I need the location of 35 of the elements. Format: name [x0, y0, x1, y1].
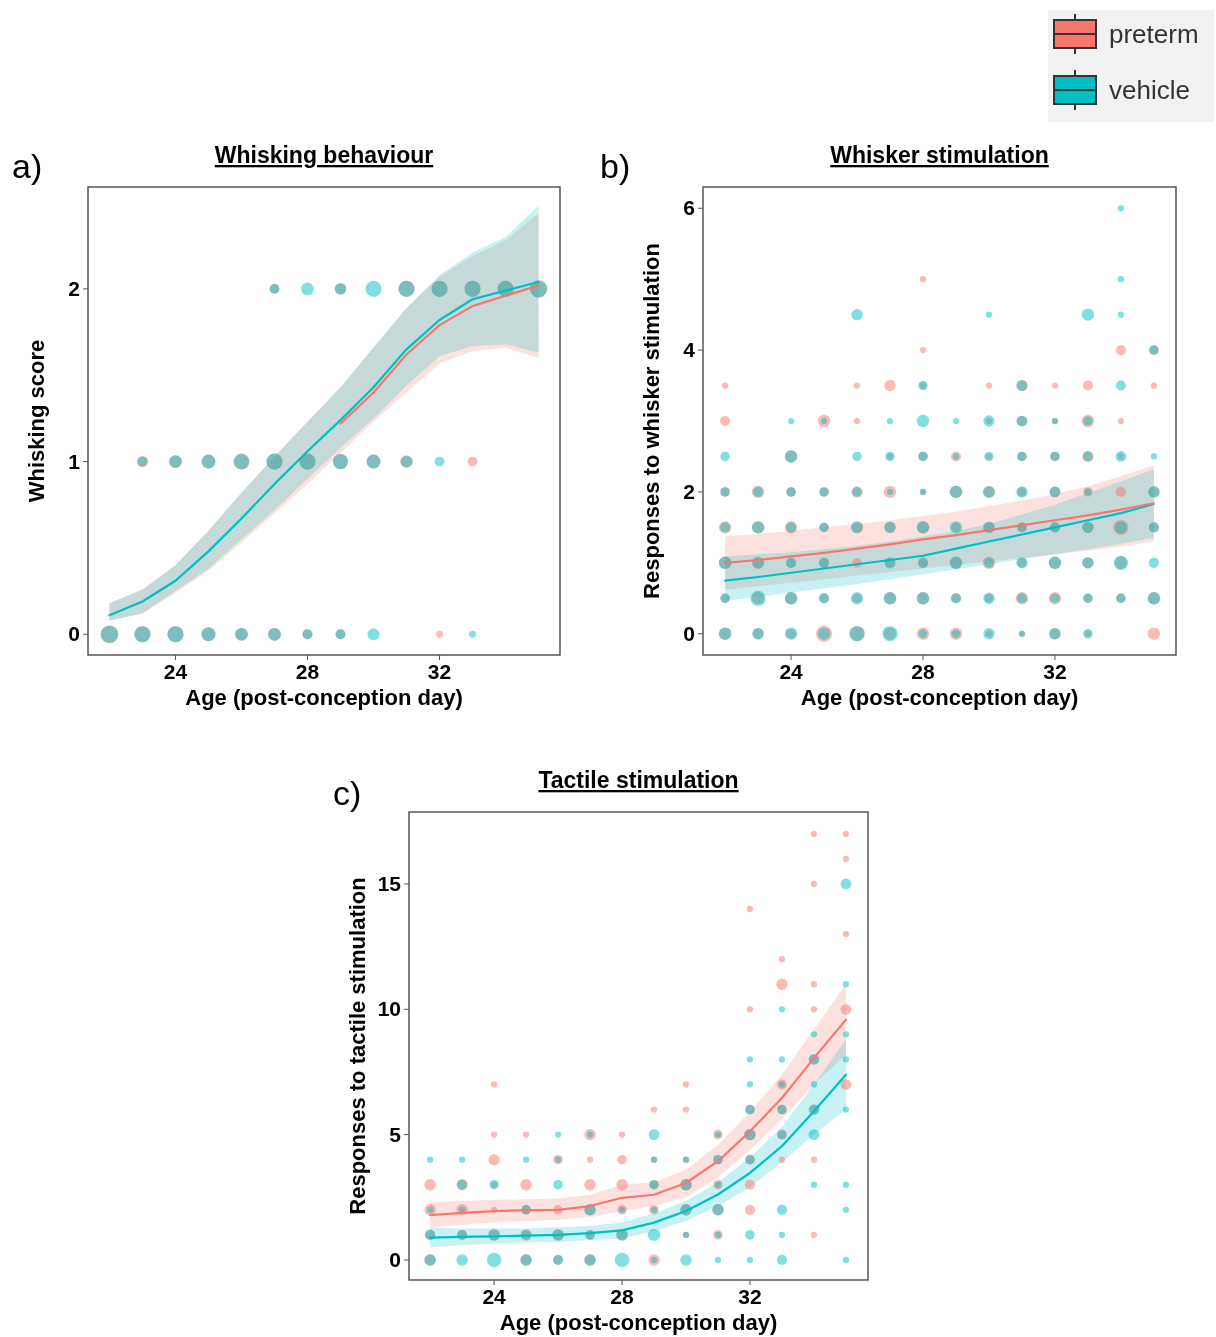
y-tick-label: 6 — [683, 196, 695, 220]
chart-title: Whisking behaviour — [214, 142, 434, 168]
chart-title: Tactile stimulation — [538, 767, 739, 793]
chart-title: Whisker stimulation — [830, 142, 1049, 168]
line-series — [724, 502, 1155, 582]
x-tick-label: 24 — [482, 1285, 507, 1308]
y-tick-label: 5 — [389, 1122, 402, 1146]
y-tick-label: 15 — [377, 871, 402, 895]
y-tick-label: 4 — [683, 338, 696, 362]
text: b) — [600, 147, 631, 185]
x-axis-title: Age (post-conception day) — [185, 685, 463, 710]
y-axis-title: Responses to tactile stimulation — [345, 877, 370, 1215]
x-tick-label: 32 — [427, 660, 452, 683]
x-tick-label: 32 — [1043, 660, 1067, 683]
x-tick-label: 28 — [911, 660, 936, 683]
y-tick-label: 0 — [389, 1247, 401, 1271]
y-tick-label: 2 — [683, 479, 695, 503]
y-tick-label: 2 — [68, 276, 80, 300]
y-tick-label: 10 — [377, 997, 401, 1021]
text: c) — [333, 774, 362, 812]
y-tick-label: 0 — [68, 622, 80, 646]
text: a) — [12, 147, 43, 185]
y-tick-label: 0 — [683, 621, 695, 645]
x-tick-label: 32 — [738, 1285, 762, 1308]
x-tick-label: 28 — [610, 1285, 635, 1308]
y-axis-title: Whisking score — [24, 339, 49, 503]
legend-label: preterm — [1109, 19, 1199, 49]
y-tick-label: 1 — [68, 449, 81, 473]
y-axis-title: Responses to whisker stimulation — [639, 243, 664, 599]
x-tick-label: 24 — [163, 660, 188, 683]
x-tick-label: 28 — [295, 660, 320, 683]
x-axis-title: Age (post-conception day) — [499, 1310, 778, 1335]
legend-label: vehicle — [1109, 75, 1190, 105]
x-axis-title: Age (post-conception day) — [800, 685, 1079, 710]
x-tick-label: 24 — [779, 660, 804, 683]
